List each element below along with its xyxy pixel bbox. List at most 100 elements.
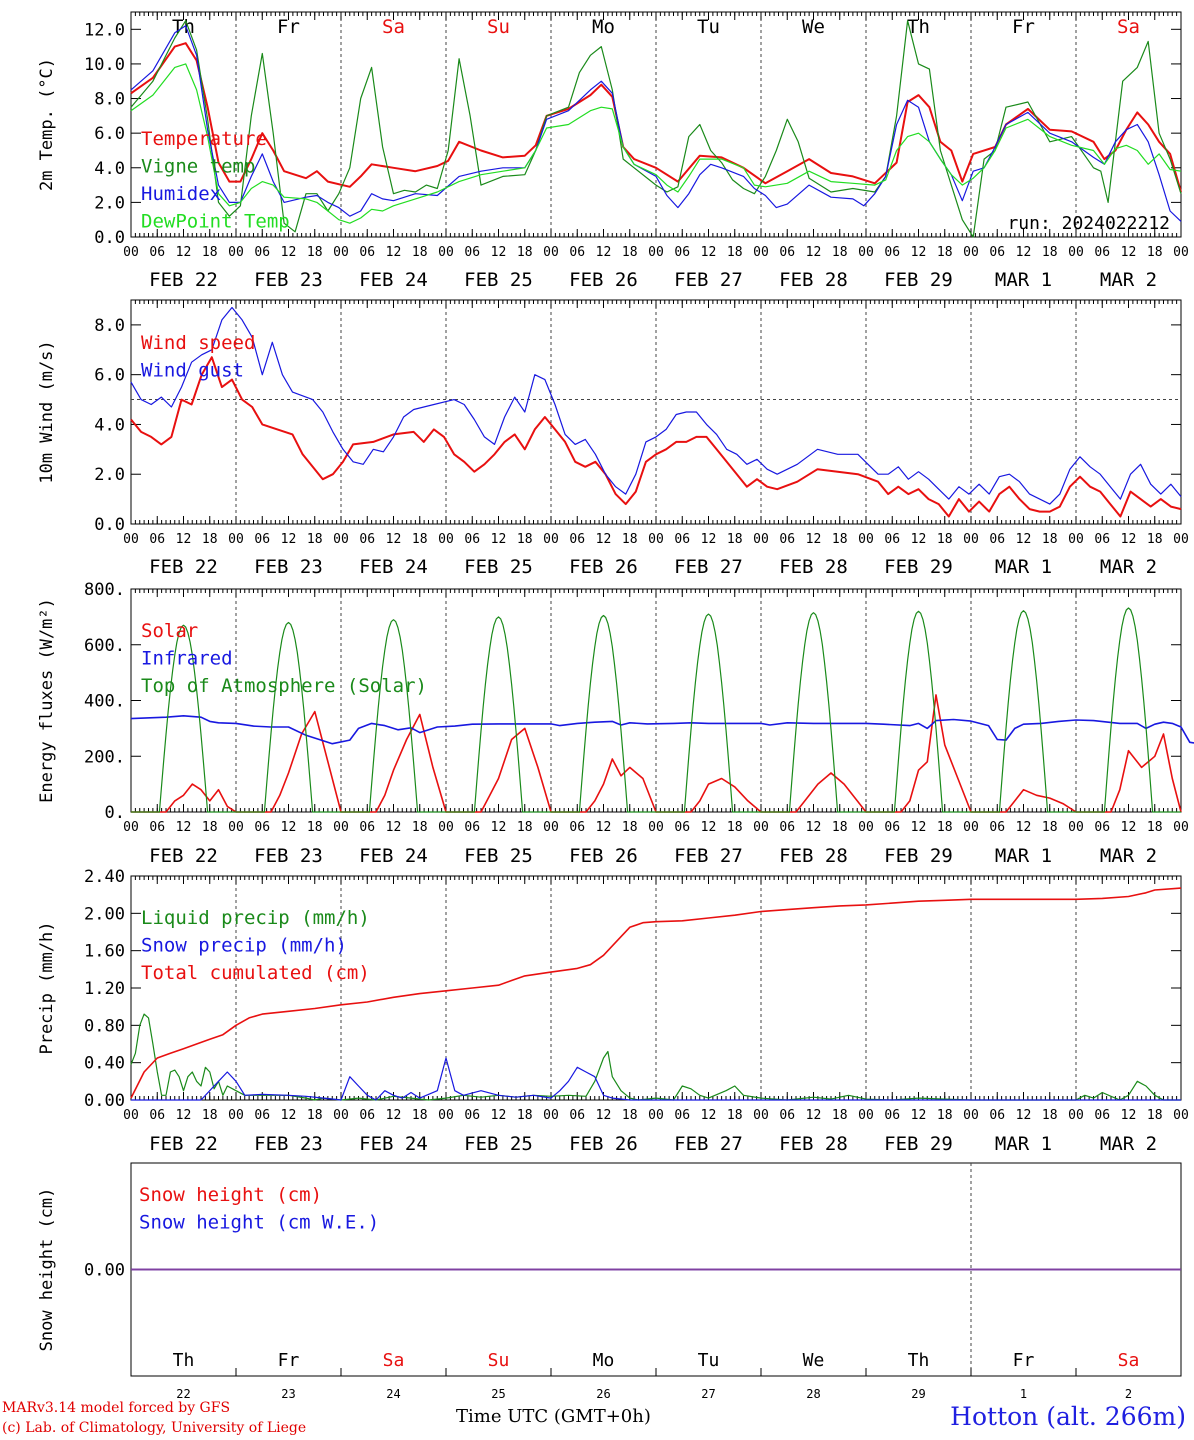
hour-tick-label: 18 bbox=[202, 1108, 218, 1123]
legend-entry: Temperature bbox=[141, 128, 267, 150]
y-tick-label: 800. bbox=[84, 580, 125, 600]
hour-tick-label: 18 bbox=[622, 820, 638, 835]
hour-tick-label: 18 bbox=[622, 245, 638, 260]
hour-tick-label: 18 bbox=[517, 245, 533, 260]
hour-tick-label: 06 bbox=[149, 245, 165, 260]
date-label: FEB 25 bbox=[464, 1133, 533, 1155]
day-number-label: 24 bbox=[386, 1387, 400, 1401]
y-tick-label: 0.0 bbox=[94, 228, 125, 248]
y-tick-label: 12.0 bbox=[84, 20, 125, 40]
hour-tick-label: 12 bbox=[176, 532, 192, 547]
hour-tick-label: 00 bbox=[858, 532, 874, 547]
y-tick-label: 0.00 bbox=[84, 1091, 125, 1111]
hour-tick-label: 18 bbox=[307, 1108, 323, 1123]
hour-tick-labels: 00 06 12 18 00 06 12 18 00 06 12 18 00 06 12 18 00 06 12 18… bbox=[123, 12, 1189, 260]
date-label: FEB 22 bbox=[149, 845, 218, 867]
y-axis: 0. 200. 400. 600. 800. Energy fluxes (W/m²) bbox=[37, 580, 1181, 823]
legend-entry: Total cumulated (cm) bbox=[141, 962, 370, 984]
hour-tick-label: 12 bbox=[701, 532, 717, 547]
hour-tick-label: 00 bbox=[1068, 1108, 1084, 1123]
y-axis-label: Snow height (cm) bbox=[37, 1188, 57, 1352]
series bbox=[130, 887, 1182, 1101]
hour-tick-label: 06 bbox=[1094, 1108, 1110, 1123]
weekday-label: We bbox=[803, 1350, 825, 1371]
hour-tick-label: 12 bbox=[1016, 820, 1032, 835]
hour-tick-label: 12 bbox=[701, 1108, 717, 1123]
hour-tick-label: 18 bbox=[202, 245, 218, 260]
hour-tick-label: 12 bbox=[1121, 820, 1137, 835]
hour-tick-label: 18 bbox=[517, 532, 533, 547]
y-tick-label: 4.0 bbox=[94, 415, 125, 435]
hour-tick-label: 06 bbox=[464, 532, 480, 547]
hour-tick-label: 00 bbox=[333, 1108, 349, 1123]
weekday-label: Sa bbox=[1118, 1350, 1140, 1371]
series-line-2 bbox=[131, 1057, 1181, 1101]
day-number-label: 28 bbox=[806, 1387, 820, 1401]
hour-tick-label: 18 bbox=[1042, 820, 1058, 835]
hour-tick-label: 12 bbox=[1016, 532, 1032, 547]
hour-tick-label: 00 bbox=[123, 820, 139, 835]
weekday-label: Sa bbox=[1117, 16, 1140, 38]
hour-tick-label: 06 bbox=[359, 820, 375, 835]
hour-tick-labels: 00 06 12 18 00 06 12 18 00 06 12 18 00 06 12 18 00 06 12 18… bbox=[123, 876, 1189, 1123]
credit-line-model: MARv3.14 model forced by GFS bbox=[2, 1400, 231, 1416]
y-tick-label: 8.0 bbox=[94, 90, 125, 110]
weekday-label: Mo bbox=[592, 16, 615, 38]
series-line-3 bbox=[131, 607, 1181, 813]
hour-tick-label: 12 bbox=[1121, 245, 1137, 260]
hour-tick-label: 00 bbox=[648, 245, 664, 260]
hour-tick-label: 12 bbox=[491, 1108, 507, 1123]
hour-tick-label: 00 bbox=[123, 1108, 139, 1123]
hour-tick-label: 12 bbox=[281, 820, 297, 835]
hour-tick-label: 06 bbox=[989, 532, 1005, 547]
date-label: FEB 26 bbox=[569, 1133, 638, 1155]
weekday-label: Fr bbox=[1012, 16, 1035, 38]
day-number-label: 27 bbox=[701, 1387, 715, 1401]
hour-tick-label: 00 bbox=[1173, 245, 1189, 260]
hour-tick-label: 00 bbox=[543, 245, 559, 260]
date-label: FEB 25 bbox=[464, 269, 533, 291]
hour-tick-label: 06 bbox=[149, 532, 165, 547]
series bbox=[130, 306, 1182, 518]
date-label: FEB 28 bbox=[779, 556, 848, 578]
hour-tick-label: 06 bbox=[1094, 820, 1110, 835]
date-label: FEB 24 bbox=[359, 269, 428, 291]
series-line-2 bbox=[130, 306, 1182, 505]
legend: Snow height (cm) Snow height (cm W.E.) bbox=[139, 1184, 379, 1234]
hour-tick-label: 00 bbox=[1068, 245, 1084, 260]
hour-tick-label: 12 bbox=[911, 532, 927, 547]
panel-4: 00 06 12 18 00 06 12 18 00 06 12 18 00 06 12 18 00 06 12 18… bbox=[37, 867, 1189, 1155]
hour-tick-label: 12 bbox=[701, 245, 717, 260]
date-label: FEB 28 bbox=[779, 269, 848, 291]
hour-tick-label: 18 bbox=[937, 245, 953, 260]
y-tick-label: 10.0 bbox=[84, 55, 125, 75]
weekday-labels: Th 22 Fr 23 Sa 24 Su 25 Mo 26 Tu 27 We 28 Th 29 Fr 1 Sa 2 bbox=[173, 1350, 1140, 1401]
hour-tick-label: 06 bbox=[674, 245, 690, 260]
hour-tick-label: 00 bbox=[963, 1108, 979, 1123]
hour-tick-label: 18 bbox=[307, 532, 323, 547]
hour-tick-label: 00 bbox=[963, 532, 979, 547]
hour-tick-labels: 00 06 12 18 00 06 12 18 00 06 12 18 00 06 12 18 00 06 12 18… bbox=[123, 589, 1189, 835]
hour-tick-label: 18 bbox=[727, 820, 743, 835]
hour-tick-label: 06 bbox=[989, 820, 1005, 835]
date-label: MAR 2 bbox=[1100, 556, 1157, 578]
hour-tick-label: 12 bbox=[911, 820, 927, 835]
y-tick-label: 6.0 bbox=[94, 124, 125, 144]
y-axis-label: Energy fluxes (W/m²) bbox=[37, 598, 57, 803]
legend-entry: Liquid precip (mm/h) bbox=[141, 907, 370, 929]
hour-tick-label: 18 bbox=[622, 1108, 638, 1123]
legend-entry: Snow precip (mm/h) bbox=[141, 935, 347, 957]
hour-tick-label: 06 bbox=[464, 245, 480, 260]
hour-tick-label: 12 bbox=[596, 820, 612, 835]
hour-tick-label: 12 bbox=[386, 532, 402, 547]
hour-tick-label: 18 bbox=[1042, 245, 1058, 260]
series-line-1 bbox=[130, 356, 1182, 518]
y-tick-label: 2.00 bbox=[84, 904, 125, 924]
hour-tick-label: 00 bbox=[963, 245, 979, 260]
hour-tick-label: 18 bbox=[937, 1108, 953, 1123]
y-tick-label: 0.00 bbox=[84, 1261, 125, 1281]
y-axis: 0.00 0.40 0.80 1.20 1.60 2.00 2.40 Precip (mm/h… bbox=[37, 867, 1181, 1111]
hour-tick-label: 18 bbox=[1042, 532, 1058, 547]
hour-tick-label: 18 bbox=[832, 1108, 848, 1123]
weekday-label: Tu bbox=[697, 16, 720, 38]
